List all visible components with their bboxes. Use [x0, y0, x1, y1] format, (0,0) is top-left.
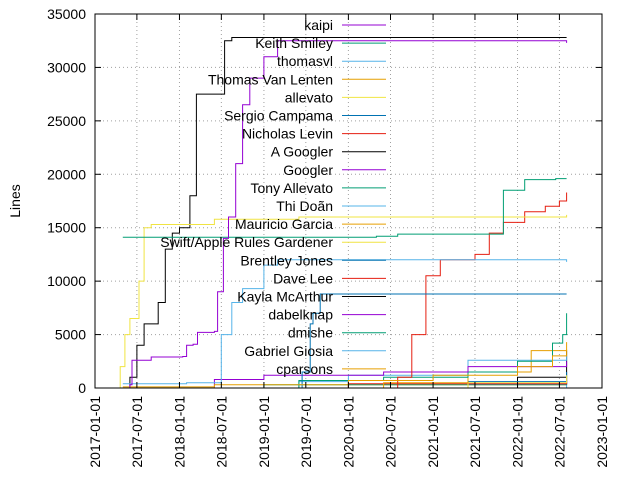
y-axis-title: Lines — [7, 184, 23, 217]
legend-label: Mauricio Garcia — [235, 216, 333, 232]
series-line-7 — [122, 37, 567, 389]
legend-label: Gabriel Giosia — [244, 343, 333, 359]
x-tick-label: 2023-01-01 — [594, 396, 610, 468]
legend-label: Swift/Apple Rules Gardener — [160, 234, 333, 250]
series-lines — [111, 37, 568, 389]
legend-label: thomasvl — [277, 53, 333, 69]
legend-label: Brentley Jones — [240, 252, 333, 268]
series-line-6 — [376, 192, 568, 389]
x-tick-label: 2021-01-01 — [425, 396, 441, 468]
legend-label: Thi Doãn — [276, 198, 333, 214]
legend-label: Kayla McArthur — [237, 289, 333, 305]
series-line-2 — [122, 259, 568, 385]
x-tick-label: 2020-07-01 — [382, 396, 398, 468]
legend-label: Googler — [283, 162, 333, 178]
y-tick-label: 10000 — [47, 273, 86, 289]
y-tick-label: 5000 — [55, 327, 86, 343]
x-tick-label: 2019-01-01 — [256, 396, 272, 468]
y-tick-label: 25000 — [47, 113, 86, 129]
y-tick-label: 20000 — [47, 166, 86, 182]
legend-label: A Googler — [271, 144, 334, 160]
legend: kaipi Keith Smiley thomasvl Thomas Van Lent… — [160, 17, 386, 377]
x-tick-label: 2022-01-01 — [510, 396, 526, 468]
legend-label: cparsons — [276, 361, 333, 377]
series-line-5 — [284, 293, 567, 389]
legend-label: allevato — [285, 89, 333, 105]
x-tick-label: 2019-07-01 — [298, 396, 314, 468]
axis-ticks: 0 5000 10000 15000 20000 25000 30000 35000 2017-… — [47, 6, 610, 468]
x-tick-label: 2018-07-01 — [213, 396, 229, 468]
series-line-1 — [122, 178, 567, 238]
legend-label: Nicholas Levin — [242, 126, 333, 142]
y-tick-label: 30000 — [47, 59, 86, 75]
legend-label: Thomas Van Lenten — [208, 71, 333, 87]
x-tick-label: 2018-01-01 — [171, 396, 187, 468]
x-tick-label: 2017-07-01 — [129, 396, 145, 468]
series-line-0 — [127, 40, 568, 389]
y-tick-label: 15000 — [47, 220, 86, 236]
x-tick-label: 2021-07-01 — [467, 396, 483, 468]
legend-label: dabelknap — [268, 307, 333, 323]
x-tick-label: 2020-01-01 — [340, 396, 356, 468]
x-tick-label: 2022-07-01 — [551, 396, 567, 468]
legend-label: Sergio Campama — [224, 108, 333, 124]
legend-label: kaipi — [304, 17, 333, 33]
series-line-3 — [122, 349, 568, 388]
grid — [95, 14, 602, 388]
y-tick-label: 35000 — [47, 6, 86, 22]
x-tick-label: 2017-01-01 — [87, 396, 103, 468]
legend-label: Dave Lee — [273, 270, 333, 286]
y-tick-label: 0 — [78, 380, 86, 396]
legend-label: Tony Allevato — [251, 180, 334, 196]
legend-label: Keith Smiley — [255, 35, 333, 51]
series-line-4 — [111, 214, 568, 389]
legend-label: dmishe — [288, 325, 333, 341]
